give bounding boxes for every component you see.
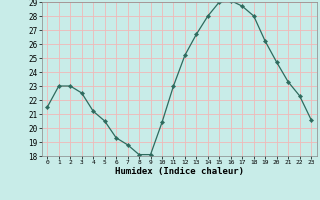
X-axis label: Humidex (Indice chaleur): Humidex (Indice chaleur) (115, 167, 244, 176)
